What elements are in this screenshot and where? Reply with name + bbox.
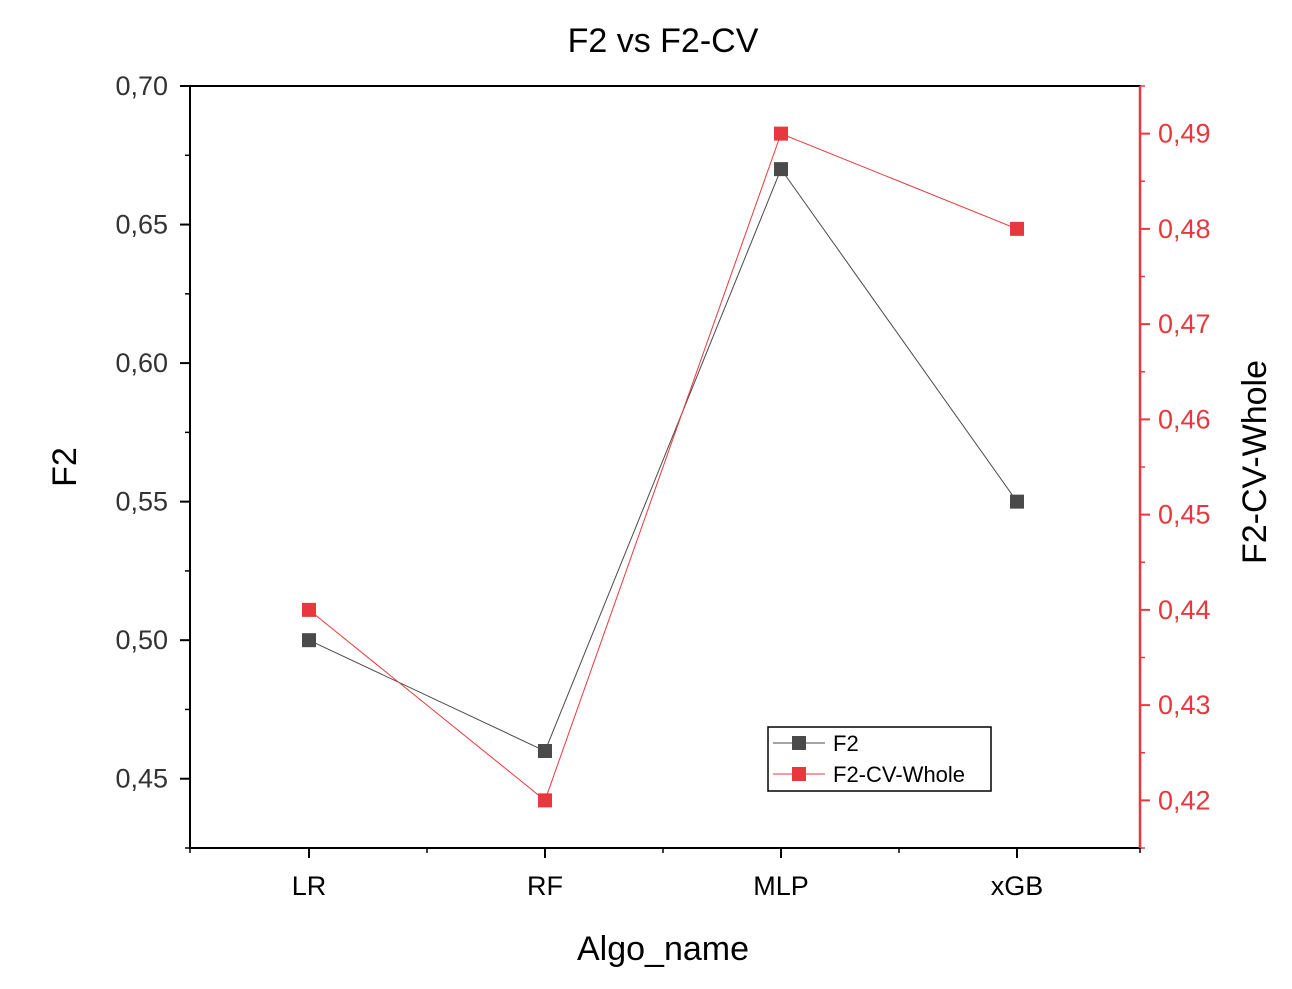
left-y-tick-label: 0,60 <box>115 348 168 378</box>
series-line <box>308 132 1018 802</box>
legend: F2 F2-CV-Whole <box>767 726 992 792</box>
left-y-tick-label: 0,45 <box>115 764 168 794</box>
left-y-tick-label: 0,50 <box>115 625 168 655</box>
y-axis-title: F2 <box>46 447 84 487</box>
y2-axis-title: F2-CV-Whole <box>1236 360 1274 564</box>
left-y-tick-label: 0,70 <box>115 71 168 101</box>
data-point <box>1010 221 1024 236</box>
x-axis: LR RF MLP xGB <box>189 848 1141 901</box>
right-y-tick-label: 0,49 <box>1158 119 1211 149</box>
data-point <box>302 602 316 617</box>
series-layer <box>302 126 1024 808</box>
data-point <box>302 633 316 648</box>
plot-frame <box>189 85 1141 849</box>
left-y-tick-label: 0,65 <box>115 210 168 240</box>
data-point <box>774 162 788 177</box>
right-y-tick-label: 0,42 <box>1158 785 1211 815</box>
chart-title: F2 vs F2-CV <box>568 22 759 60</box>
data-point <box>538 744 552 759</box>
right-y-tick-label: 0,48 <box>1158 214 1211 244</box>
legend-marker <box>792 736 806 750</box>
right-y-tick-label: 0,44 <box>1158 595 1211 625</box>
left-y-axis: 0,45 0,50 0,55 0,60 0,65 0,70 <box>115 71 190 849</box>
left-y-tick-label: 0,55 <box>115 487 168 517</box>
legend-label: F2-CV-Whole <box>833 762 965 787</box>
legend-label: F2 <box>833 731 859 756</box>
series-line <box>308 168 1018 752</box>
data-point <box>538 793 552 808</box>
data-point <box>774 126 788 141</box>
x-tick-label: RF <box>527 871 563 901</box>
data-point <box>1010 494 1024 509</box>
right-y-tick-label: 0,45 <box>1158 500 1211 530</box>
legend-marker <box>792 767 806 781</box>
right-y-tick-label: 0,46 <box>1158 404 1211 434</box>
right-y-tick-label: 0,47 <box>1158 309 1211 339</box>
right-y-axis: 0,42 0,43 0,44 0,45 0,46 0,47 0,48 0,49 <box>1138 85 1211 849</box>
right-y-tick-label: 0,43 <box>1158 690 1211 720</box>
x-tick-label: MLP <box>753 871 809 901</box>
x-tick-label: xGB <box>991 871 1044 901</box>
x-tick-label: LR <box>292 871 327 901</box>
x-axis-title: Algo_name <box>577 930 749 968</box>
